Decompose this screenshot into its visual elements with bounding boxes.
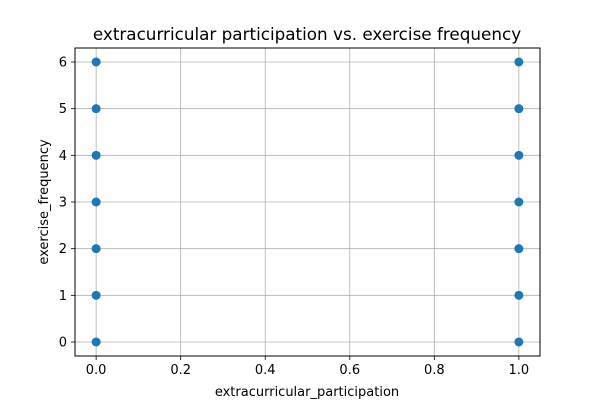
y-tick-label-6: 6 bbox=[59, 56, 67, 71]
data-point-8 bbox=[514, 290, 524, 300]
x-axis-label: extracurricular_participation bbox=[215, 385, 399, 400]
data-point-11 bbox=[514, 150, 524, 160]
data-point-10 bbox=[514, 197, 524, 207]
x-tick-label-1: 0.2 bbox=[170, 363, 191, 378]
data-point-13 bbox=[514, 57, 524, 67]
x-tick-label-0: 0.0 bbox=[86, 363, 107, 378]
data-points bbox=[91, 57, 524, 347]
y-tick-label-3: 3 bbox=[59, 196, 67, 211]
data-point-3 bbox=[91, 197, 101, 207]
data-point-5 bbox=[91, 104, 101, 114]
x-tick-label-4: 0.8 bbox=[424, 363, 445, 378]
y-tick-label-4: 4 bbox=[59, 149, 67, 164]
data-point-4 bbox=[91, 150, 101, 160]
y-tick-label-0: 0 bbox=[59, 336, 67, 351]
data-point-2 bbox=[91, 244, 101, 254]
x-tick-label-5: 1.0 bbox=[509, 363, 530, 378]
chart-title: extracurricular participation vs. exerci… bbox=[93, 24, 521, 44]
data-point-7 bbox=[514, 337, 524, 347]
y-axis-label: exercise_frequency bbox=[37, 139, 52, 265]
y-tick-label-2: 2 bbox=[59, 242, 67, 257]
data-point-9 bbox=[514, 244, 524, 254]
x-tick-label-2: 0.4 bbox=[255, 363, 276, 378]
data-point-0 bbox=[91, 337, 101, 347]
data-point-1 bbox=[91, 290, 101, 300]
data-point-6 bbox=[91, 57, 101, 67]
data-point-12 bbox=[514, 104, 524, 114]
grid-lines bbox=[75, 48, 540, 356]
y-tick-label-5: 5 bbox=[59, 102, 67, 117]
x-axis-ticks: 0.0 0.2 0.4 0.6 0.8 1.0 bbox=[86, 356, 529, 378]
y-axis-ticks: 0 1 2 3 4 5 6 bbox=[59, 56, 75, 351]
x-tick-label-3: 0.6 bbox=[339, 363, 360, 378]
y-tick-label-1: 1 bbox=[59, 289, 67, 304]
